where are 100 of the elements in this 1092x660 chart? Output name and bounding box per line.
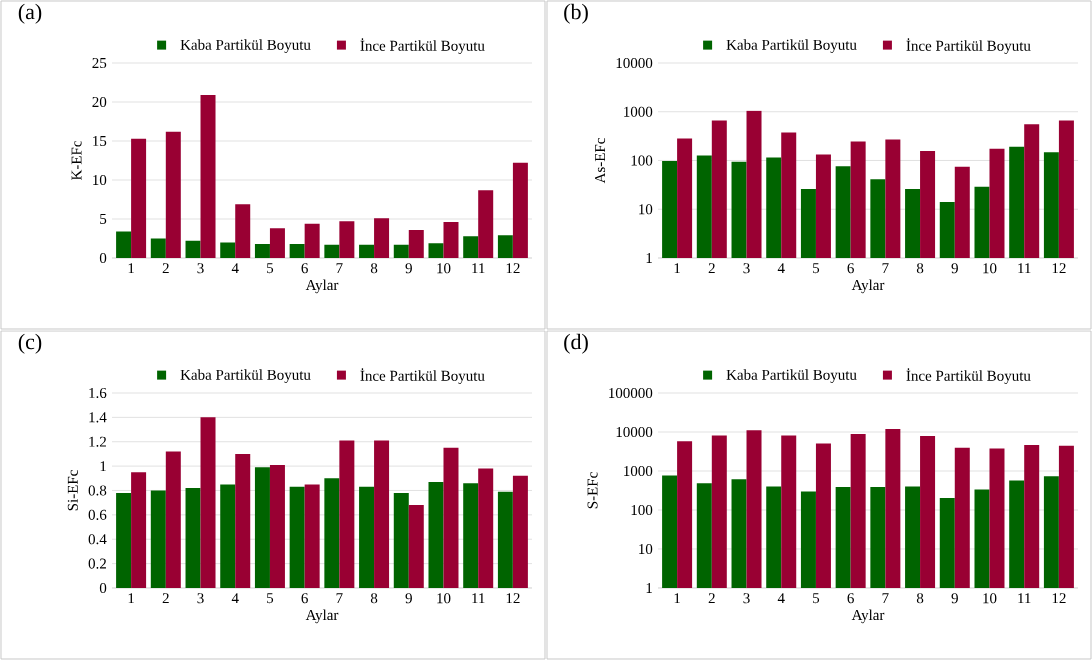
x-tick-label: 7 (882, 593, 889, 604)
x-tick-label: 1 (128, 593, 134, 604)
x-tick-label: 5 (267, 593, 274, 604)
bar (200, 94, 216, 258)
y-tick-label: 0 (99, 252, 107, 264)
bar (393, 492, 409, 588)
y-tick-label: 0.8 (88, 485, 107, 496)
bar (443, 447, 459, 588)
y-tick-label: 10000 (616, 426, 653, 438)
x-tick-label: 12 (1052, 593, 1066, 604)
y-axis-title: As-EFc (595, 138, 606, 184)
x-tick-label: 6 (847, 593, 854, 604)
x-tick-label: 11 (1018, 593, 1031, 604)
x-axis-title: Aylar (851, 279, 885, 294)
bar (304, 223, 320, 258)
y-axis-title: K-EFc (71, 140, 82, 181)
bar (150, 238, 166, 258)
legend-label: Kaba Partikül Boyutu (726, 369, 857, 383)
x-tick-label: 12 (506, 263, 520, 274)
bar (359, 486, 375, 588)
x-tick-label: 11 (472, 593, 485, 604)
y-tick-label: 0.6 (88, 509, 107, 520)
x-tick-label: 10 (983, 263, 997, 274)
x-axis-title: Aylar (305, 609, 339, 624)
x-tick-label: 3 (743, 263, 750, 274)
y-tick-label: 1.6 (89, 387, 107, 399)
y-tick-label: 0.4 (88, 534, 107, 545)
legend-label: İnce Partikül Boyutu (360, 38, 485, 54)
x-tick-label: 4 (777, 263, 785, 274)
x-tick-label: 12 (1052, 263, 1066, 274)
x-tick-label: 11 (1018, 263, 1031, 274)
x-tick-label: 10 (983, 593, 997, 604)
bar (254, 243, 270, 258)
x-tick-label: 11 (472, 263, 485, 274)
y-tick-label: 1.2 (89, 436, 106, 447)
bar (339, 221, 355, 258)
x-tick-label: 2 (708, 593, 715, 604)
x-tick-label: 2 (162, 263, 169, 274)
x-tick-label: 3 (197, 263, 204, 274)
bar (235, 453, 251, 588)
y-tick-label: 100 (631, 504, 653, 516)
x-axis-title: Aylar (851, 609, 885, 624)
bar (131, 472, 147, 588)
chart-title: (c) (18, 333, 42, 354)
x-tick-label: 6 (301, 263, 308, 274)
bar (324, 478, 340, 588)
bar (289, 243, 305, 258)
x-tick-label: 8 (916, 263, 924, 274)
y-tick-label: 25 (92, 57, 107, 69)
y-tick-label: 1 (646, 583, 652, 593)
x-tick-label: 1 (128, 263, 134, 274)
bar (339, 440, 355, 588)
x-tick-label: 12 (506, 593, 520, 604)
chart-title: (a) (18, 3, 42, 24)
bar (324, 244, 340, 258)
x-tick-label: 2 (162, 593, 169, 604)
bar (165, 451, 181, 588)
y-tick-label: 1 (646, 253, 652, 263)
x-tick-label: 7 (336, 593, 343, 604)
bar (304, 484, 320, 588)
bar (359, 244, 375, 258)
x-tick-label: 8 (370, 593, 378, 604)
bar (512, 162, 528, 258)
bar (220, 484, 236, 588)
legend-label: Kaba Partikül Boyutu (180, 39, 311, 53)
x-tick-label: 9 (405, 593, 412, 604)
y-tick-label: 0.2 (88, 558, 106, 569)
bar (374, 218, 390, 258)
x-tick-label: 2 (708, 263, 715, 274)
x-tick-label: 1 (674, 593, 680, 604)
legend-label: Kaba Partikül Boyutu (180, 369, 311, 383)
bar (200, 417, 216, 588)
bar (463, 483, 479, 588)
bar (512, 475, 528, 588)
y-tick-label: 100000 (609, 387, 653, 399)
bar (478, 468, 494, 588)
bar (408, 229, 424, 258)
y-tick-label: 1000 (624, 106, 653, 117)
x-tick-label: 9 (405, 263, 412, 274)
y-tick-label: 1000 (624, 465, 653, 477)
x-tick-label: 7 (336, 263, 343, 274)
y-tick-label: 10 (639, 204, 653, 215)
y-tick-label: 10 (93, 174, 107, 186)
bar (235, 204, 251, 258)
y-tick-label: 10000 (616, 57, 653, 69)
bar (165, 131, 181, 258)
x-tick-label: 4 (231, 593, 239, 604)
bar (185, 240, 201, 258)
y-tick-label: 10 (639, 543, 653, 555)
y-axis-title: Si-EFc (67, 470, 78, 511)
bar (131, 138, 147, 258)
x-tick-label: 3 (743, 593, 750, 604)
x-axis-title: Aylar (305, 279, 339, 294)
x-tick-label: 8 (370, 263, 378, 274)
bar (443, 222, 459, 258)
x-tick-label: 6 (847, 263, 854, 274)
bar (497, 235, 513, 258)
bar (185, 488, 201, 588)
x-tick-label: 7 (882, 263, 889, 274)
bar (478, 190, 494, 258)
